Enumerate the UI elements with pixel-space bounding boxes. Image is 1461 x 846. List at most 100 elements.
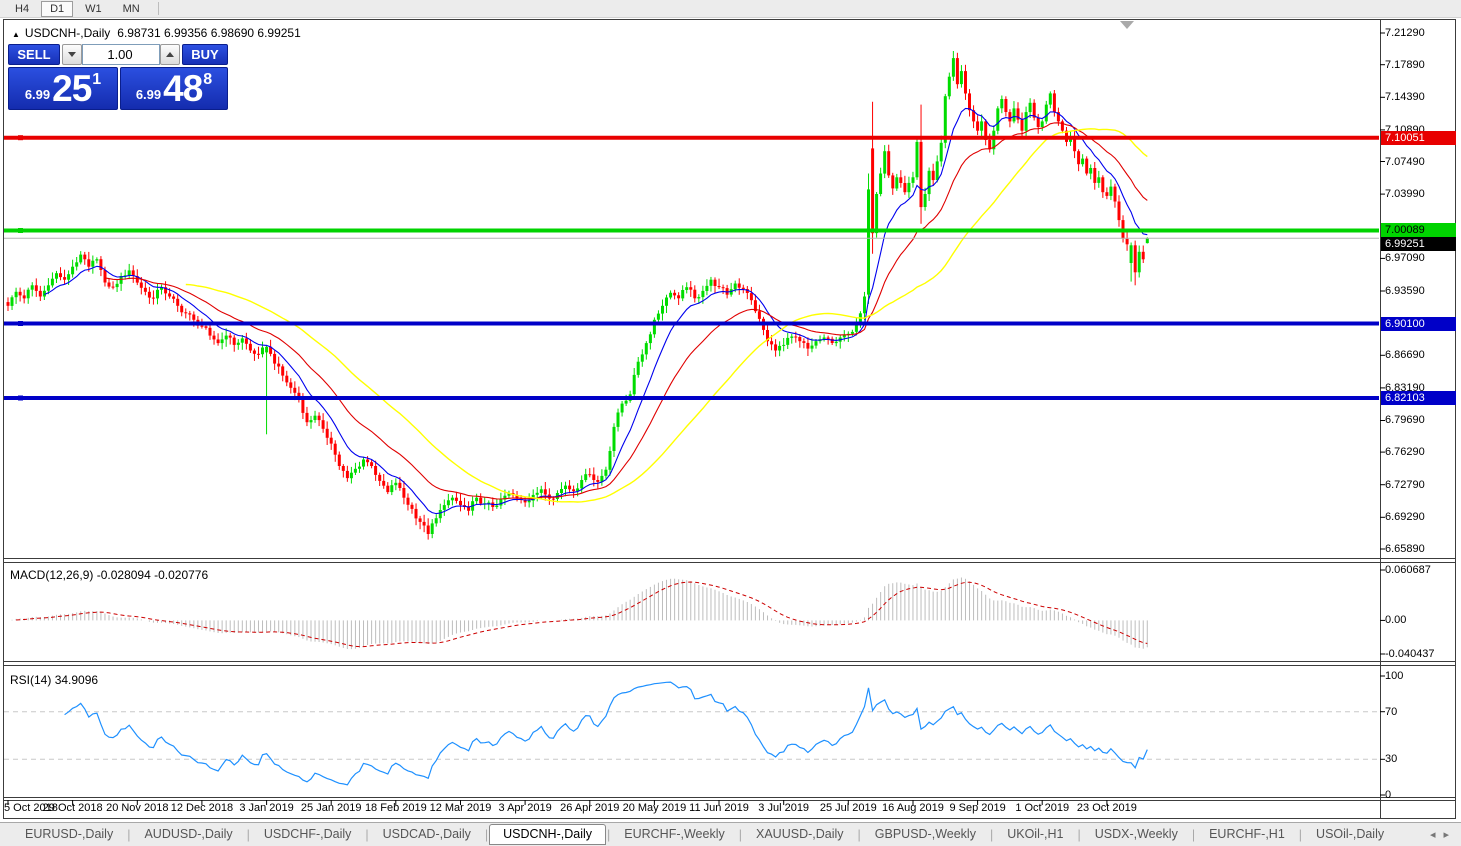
rsi-value: 34.9096: [54, 673, 99, 687]
date-axis-label: 3 Jul 2019: [758, 802, 810, 814]
chart-tab-audusd-daily[interactable]: AUDUSD-,Daily: [144, 827, 233, 841]
date-axis-label: 25 Jan 2019: [300, 802, 362, 814]
price-axis-tick-label: 7.17890: [1385, 58, 1425, 71]
tab-separator: |: [607, 827, 611, 842]
chart-title: ▲ USDCNH-,Daily 6.98731 6.99356 6.98690 6.…: [12, 26, 301, 40]
date-axis-label: 16 Aug 2019: [882, 802, 944, 814]
tab-separator: |: [1191, 827, 1196, 842]
one-click-trading-panel: SELL BUY 6.99 25 1 6.99 48 8: [8, 44, 228, 110]
date-axis-label: 1 Oct 2019: [1015, 802, 1070, 814]
date-axis-label: 12 Mar 2019: [429, 802, 492, 814]
timeframe-button-w1[interactable]: W1: [85, 2, 102, 15]
chart-tab-usdx-weekly[interactable]: USDX-,Weekly: [1094, 827, 1178, 841]
date-axis-label: 18 Feb 2019: [364, 802, 427, 814]
chart-tab-usdcad-daily[interactable]: USDCAD-,Daily: [382, 827, 471, 841]
chart-ohlc-values: 6.98731 6.99356 6.98690 6.99251: [117, 26, 301, 40]
tab-separator: |: [989, 827, 994, 842]
sell-price-prefix: 6.99: [24, 87, 51, 102]
buy-price-pip-digit: 8: [203, 71, 213, 88]
tabs-scroll-left-icon[interactable]: ◂: [1429, 829, 1436, 841]
tab-separator: |: [1077, 827, 1081, 842]
tabs-scroll-right-icon[interactable]: ▸: [1443, 829, 1449, 841]
chart-tab-usdchf-daily[interactable]: USDCHF-,Daily: [263, 827, 352, 841]
tabs-scroll-arrows: ◂ ▸: [1422, 828, 1449, 841]
date-axis-label: 23 Oct 2019: [1076, 802, 1137, 814]
current-price-tag: 6.99251: [1381, 237, 1456, 252]
collapse-arrow-icon[interactable]: ▲: [12, 30, 20, 39]
price-axis-tick-label: 6.76290: [1385, 446, 1425, 459]
chart-tab-xauusd-daily[interactable]: XAUUSD-,Daily: [756, 827, 844, 841]
up-arrow-icon: [166, 52, 174, 57]
sell-price-display[interactable]: 6.99 25 1: [8, 67, 118, 110]
macd-values: -0.028094 -0.020776: [96, 568, 209, 582]
rsi-axis-label: 100: [1385, 670, 1404, 682]
chart-tab-eurusd-daily[interactable]: EURUSD-,Daily: [25, 827, 114, 841]
macd-axis-label: -0.040437: [1385, 648, 1435, 660]
rsi-indicator-label: RSI(14) 34.9096: [10, 673, 98, 687]
chart-shift-marker-icon[interactable]: [1120, 21, 1134, 29]
chart-tab-usdcnh-daily[interactable]: USDCNH-,Daily: [489, 824, 607, 845]
price-axis-tick-label: 6.83190: [1385, 381, 1425, 394]
tab-separator: |: [857, 827, 861, 842]
down-arrow-icon: [68, 52, 76, 57]
sell-button[interactable]: SELL: [8, 44, 60, 65]
date-axis-label: 20 May 2019: [622, 802, 687, 814]
rsi-axis-label: 30: [1385, 753, 1398, 766]
price-axis-tick-label: 7.14390: [1385, 91, 1425, 104]
chart-tab-ukoil-h1[interactable]: UKOil-,H1: [1007, 827, 1064, 841]
price-axis-tick-label: 6.79690: [1385, 414, 1425, 427]
price-axis-tick-label: 6.97090: [1385, 252, 1425, 265]
price-axis-tick-label: 7.03990: [1385, 188, 1425, 201]
volume-decrease-button[interactable]: [62, 44, 82, 65]
chart-tab-usoil-daily[interactable]: USOil-,Daily: [1316, 827, 1385, 841]
price-axis-tick-label: 6.69290: [1385, 511, 1425, 524]
price-axis-tick-label: 6.72790: [1385, 478, 1425, 491]
date-axis-label: 12 Dec 2018: [170, 802, 234, 814]
price-axis-tick-label: 7.07490: [1385, 155, 1425, 168]
macd-axis-label: 0.00: [1385, 614, 1407, 627]
chart-tab-eurchf-weekly[interactable]: EURCHF-,Weekly: [624, 827, 725, 841]
chart-tabs-bar: EURUSD-,Daily | AUDUSD-,Daily | USDCHF-,Dail…: [0, 822, 1461, 846]
date-axis-label: 3 Jan 2019: [239, 802, 294, 814]
timeframe-button-h4[interactable]: H4: [15, 2, 30, 15]
timeframe-button-d1[interactable]: D1: [41, 0, 74, 17]
volume-input[interactable]: [82, 44, 160, 65]
tab-separator: |: [246, 827, 250, 842]
volume-increase-button[interactable]: [160, 44, 180, 65]
sell-price-big-digits: 25: [52, 67, 92, 109]
tab-separator: |: [738, 827, 742, 842]
buy-button[interactable]: BUY: [182, 44, 228, 65]
tab-separator: |: [127, 827, 131, 842]
price-axis-tick-label: 6.93590: [1385, 285, 1425, 297]
price-axis-tick-label: 6.86690: [1385, 349, 1425, 362]
rsi-axis-label: 0: [1385, 789, 1392, 801]
level-price-tag: 6.90100: [1381, 316, 1456, 331]
chart-symbol-label: USDCNH-,Daily: [24, 26, 111, 40]
date-axis-label: 26 Apr 2019: [560, 802, 620, 814]
level-price-tag: 6.82103: [1381, 390, 1456, 405]
buy-price-display[interactable]: 6.99 48 8: [120, 67, 228, 110]
toolbar-separator: [157, 2, 159, 15]
chart-tab-gbpusd-weekly[interactable]: GBPUSD-,Weekly: [874, 827, 976, 841]
date-axis-label: 3 Apr 2019: [498, 802, 552, 814]
sell-price-pip-digit: 1: [92, 71, 102, 88]
date-axis-label: 9 Sep 2019: [949, 802, 1006, 814]
timeframe-button-mn[interactable]: MN: [122, 2, 140, 15]
level-price-tag: 7.10051: [1381, 130, 1456, 145]
tab-separator: |: [484, 827, 489, 842]
level-price-tag: 7.00089: [1381, 223, 1456, 238]
rsi-axis-label: 70: [1385, 705, 1398, 718]
buy-price-big-digits: 48: [163, 67, 203, 109]
tab-separator: |: [1298, 827, 1303, 842]
tab-separator: |: [365, 827, 369, 842]
chart-tab-eurchf-h1[interactable]: EURCHF-,H1: [1209, 827, 1285, 841]
date-axis-label: 5 Oct 2018: [4, 802, 58, 814]
buy-price-prefix: 6.99: [135, 87, 162, 102]
macd-label: MACD(12,26,9): [10, 568, 94, 582]
date-axis-label: 20 Nov 2018: [106, 802, 169, 814]
timeframe-toolbar: H4 D1 W1 MN: [0, 0, 1461, 18]
price-axis-tick-label: 7.21290: [1385, 27, 1425, 39]
date-axis-label: 29 Oct 2018: [42, 802, 103, 814]
rsi-label: RSI(14): [10, 673, 52, 687]
